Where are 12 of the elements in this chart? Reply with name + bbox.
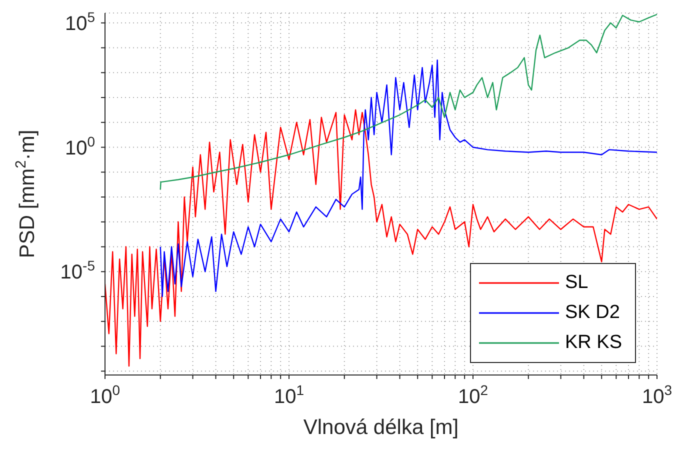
x-tick-label: 10$^{1}$ — [274, 382, 304, 408]
y-axis-title: PSD [mm2·m] — [14, 130, 39, 258]
y-tick-label: 10$^{5}$ — [64, 8, 96, 35]
legend-label: SL — [565, 272, 588, 294]
y-tick-label: 10$^{0}$ — [64, 133, 96, 160]
legend-label: SK D2 — [565, 302, 620, 324]
x-tick-label: 10$^{3}$ — [642, 382, 672, 408]
x-tick-label: 10$^{2}$ — [458, 382, 488, 408]
legend-label: KR KS — [565, 332, 622, 354]
x-tick-label: 10$^{0}$ — [90, 382, 120, 408]
x-axis-title: Vlnová délka [m] — [303, 416, 459, 439]
y-tick-label: 10$^{-5}$ — [60, 258, 96, 284]
